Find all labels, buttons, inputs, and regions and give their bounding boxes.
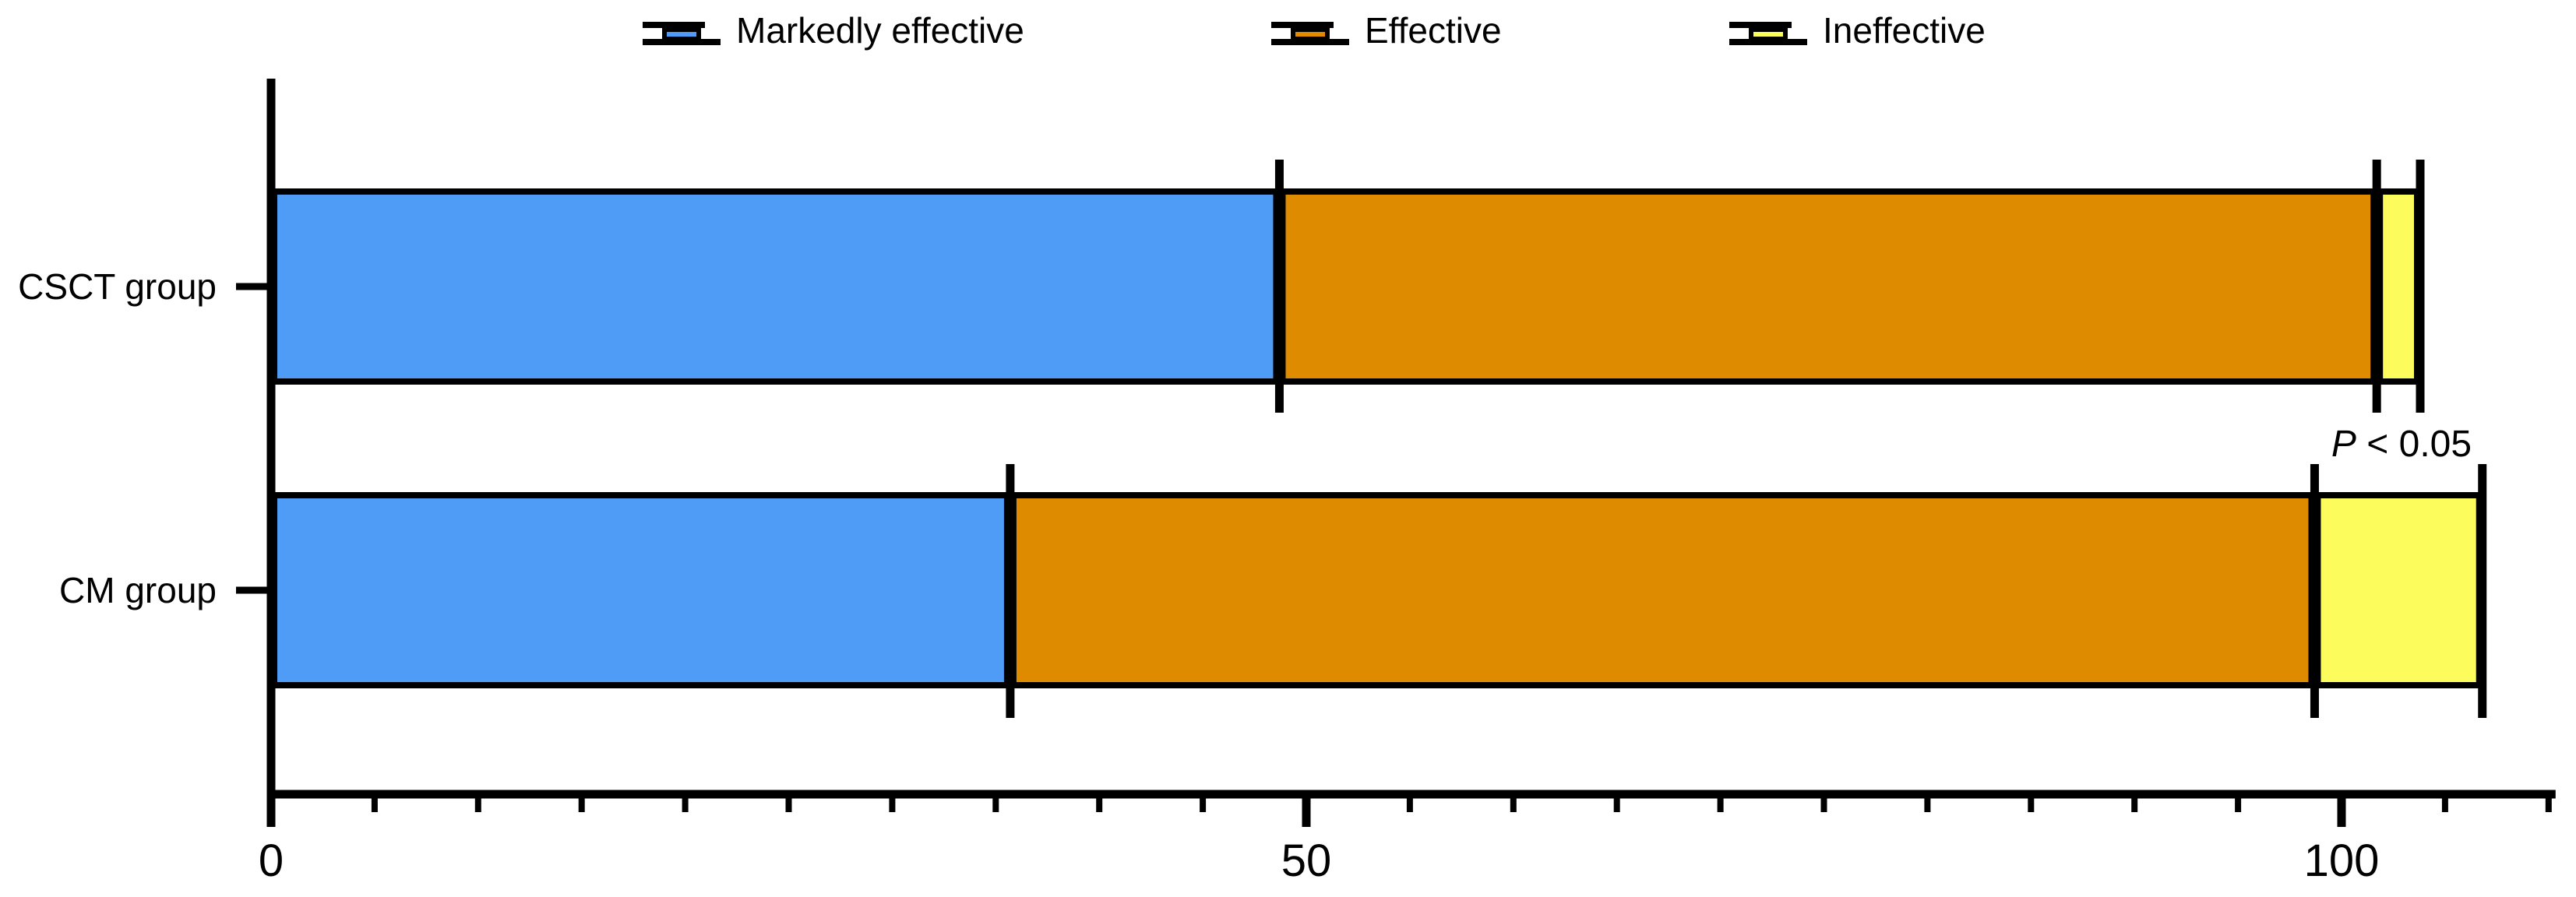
x-axis-tick-label: 50 (1281, 835, 1332, 886)
bar-segment-cm-group-ineffective (2314, 492, 2483, 688)
legend-swatch-cap-top (1729, 22, 1792, 28)
legend-item-ineffective: Ineffective (1729, 10, 1986, 51)
significance-annotation: P < 0.05 (2331, 424, 2472, 465)
legend-swatch-cap-top (1271, 22, 1334, 28)
category-label-cm-group: CM group (59, 570, 217, 610)
legend-swatch-cap-bottom (643, 39, 721, 45)
legend-item-markedly-effective: Markedly effective (643, 10, 1024, 51)
x-axis-tick-label: 0 (259, 835, 284, 886)
bar-segment-cm-group-effective (1010, 492, 2315, 688)
bar-segment-cm-group-markedly-effective (271, 492, 1010, 688)
legend-label: Markedly effective (736, 10, 1024, 51)
legend-swatch-box (1291, 27, 1330, 41)
legend-swatch-cap-bottom (1271, 39, 1349, 45)
legend-swatch-box (1749, 27, 1788, 41)
x-axis-tick-label: 100 (2304, 835, 2380, 886)
legend-label: Effective (1365, 10, 1502, 51)
bar-segment-csct-group-effective (1279, 188, 2377, 385)
legend-swatch-cap-bottom (1729, 39, 1807, 45)
legend-item-effective: Effective (1271, 10, 1502, 51)
bar-segment-csct-group-markedly-effective (271, 188, 1280, 385)
legend-swatch-cap-top (643, 22, 705, 28)
legend-swatch-box (662, 27, 701, 41)
legend-label: Ineffective (1823, 10, 1986, 51)
significance-annotation-value: < 0.05 (2356, 424, 2472, 465)
category-label-csct-group: CSCT group (18, 266, 217, 307)
bar-segment-csct-group-ineffective (2377, 188, 2421, 385)
significance-annotation-p: P (2331, 424, 2356, 465)
